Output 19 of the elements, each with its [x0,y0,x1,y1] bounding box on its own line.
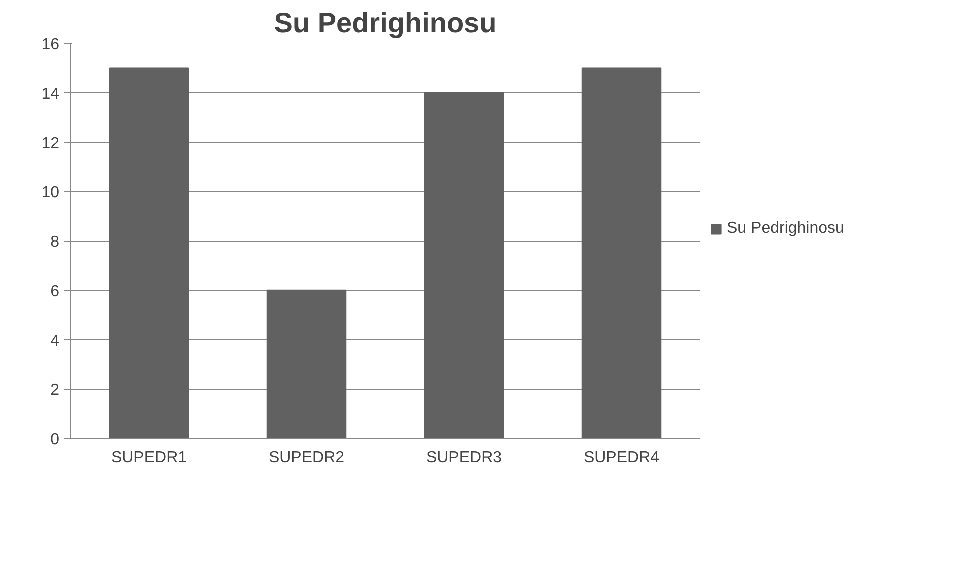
bar [424,92,504,438]
y-tick-label: 12 [42,135,60,152]
chart-title: Su Pedrighinosu [274,8,497,38]
bar [582,68,662,438]
bar [109,68,190,438]
bar [266,290,347,438]
legend-label: Su Pedrighinosu [727,220,844,238]
x-tick-label: SUPEDR4 [584,450,660,466]
y-tick-label: 8 [50,234,60,251]
y-tick-label: 2 [50,382,60,400]
x-tick-label: SUPEDR1 [111,450,188,466]
y-tick-label: 4 [50,332,60,350]
y-tick-label: 0 [50,432,60,448]
y-tick-label: 10 [42,184,60,202]
x-tick-label: SUPEDR2 [268,450,345,466]
x-tick-label: SUPEDR3 [426,450,502,466]
y-tick-label: 6 [50,283,60,300]
y-tick-label: 14 [42,86,60,103]
y-tick-label: 16 [42,36,60,54]
